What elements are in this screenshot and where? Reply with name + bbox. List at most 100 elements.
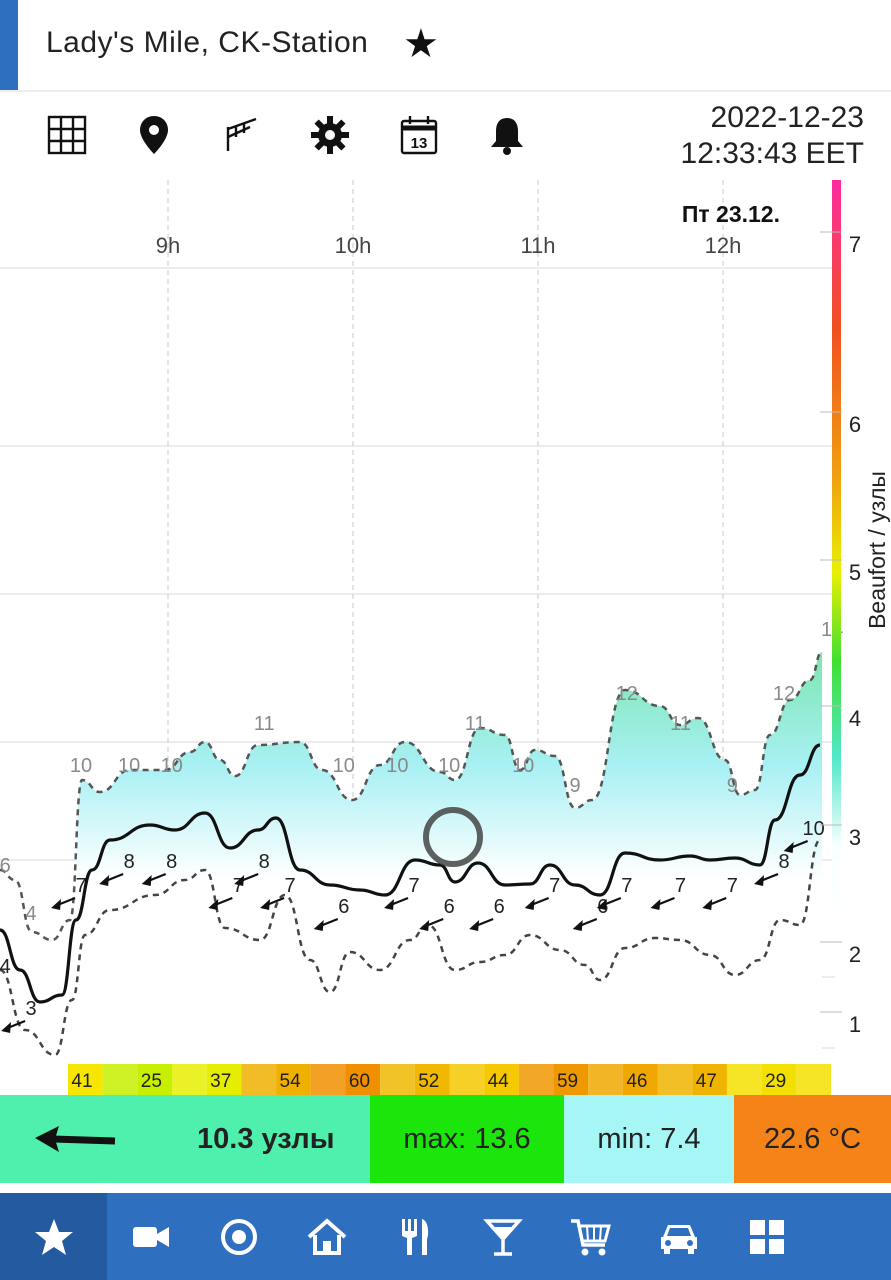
direction-value: 47: [696, 1071, 717, 1092]
direction-value: 25: [141, 1071, 162, 1092]
speed-label: 7: [233, 875, 244, 897]
direction-strip: 41 25 37 54 60 52 44 59 46 47 29: [68, 1064, 831, 1095]
direction-arrow-icon: [469, 917, 494, 931]
map-pin-icon[interactable]: [132, 113, 176, 157]
average-speed-line: [0, 743, 821, 1004]
gust-label: 12: [773, 683, 795, 705]
gust-label: 9: [569, 775, 580, 797]
direction-arrow-icon: [524, 896, 550, 910]
speed-label: 7: [621, 875, 632, 897]
direction-arrow-icon: [260, 896, 285, 910]
status-bar: 10.3 узлы max: 13.6 min: 7.4 22.6 °C: [0, 1095, 891, 1183]
station-title: Lady's Mile, CK-Station: [46, 26, 369, 59]
direction-cell: [380, 1064, 415, 1095]
speed-label: 7: [408, 875, 419, 897]
calendar-icon[interactable]: 13: [397, 113, 441, 157]
datetime: 2022-12-23 12:33:43 EET: [681, 100, 864, 172]
title-bar: Lady's Mile, CK-Station ★: [0, 0, 891, 92]
direction-cell: [484, 1064, 519, 1095]
speed-label: 6: [338, 896, 349, 918]
direction-arrow-icon: [1, 1019, 26, 1033]
wind-sock-icon[interactable]: [220, 113, 264, 157]
beaufort-tick-label: 6: [849, 412, 861, 437]
direction-arrow-icon: [419, 917, 444, 931]
gust-label: 11: [254, 713, 275, 735]
direction-value: 54: [280, 1071, 302, 1092]
gust-label: 10: [386, 755, 408, 777]
direction-cell: [622, 1064, 658, 1095]
direction-arrow-icon: [650, 896, 675, 910]
toolbar: 13: [0, 95, 891, 180]
favorite-star-icon[interactable]: ★: [403, 22, 439, 66]
nav-transport[interactable]: [635, 1193, 723, 1280]
direction-value: 59: [557, 1071, 578, 1092]
direction-cell: [137, 1064, 173, 1095]
hour-labels: 9h 10h 11h 12h: [156, 233, 742, 258]
direction-value: 60: [349, 1071, 370, 1092]
beaufort-tick-label: 1: [849, 1012, 861, 1037]
direction-arrow-icon: [572, 917, 598, 931]
speed-label: 8: [259, 851, 270, 873]
nav-bars[interactable]: [459, 1193, 547, 1280]
beaufort-tick-label: 4: [849, 706, 861, 731]
direction-arrow-icon: [99, 872, 124, 886]
direction-cell: [726, 1064, 762, 1095]
minimum-line: [0, 838, 822, 1057]
nav-more[interactable]: [723, 1193, 811, 1280]
video-camera-icon: [133, 1226, 169, 1247]
speed-label: 6: [494, 896, 505, 918]
nav-accommodation[interactable]: [283, 1193, 371, 1280]
gust-label: 11: [465, 713, 486, 735]
direction-arrow-icon: [51, 896, 76, 910]
home-icon: [307, 1217, 347, 1255]
direction-arrow-icon: [783, 839, 809, 853]
hour-label: 10h: [335, 233, 372, 258]
speed-label: 10: [803, 818, 825, 840]
beaufort-tick-label: 5: [849, 560, 861, 585]
speed-value: 10.3 узлы: [197, 1122, 335, 1155]
grid-icon[interactable]: [45, 113, 89, 157]
wind-chart[interactable]: 641010101110101011109121191214 437887876…: [0, 180, 891, 1095]
max-cell: max: 13.6: [370, 1095, 564, 1183]
direction-cell: [276, 1064, 311, 1095]
gust-line: [0, 650, 823, 942]
speed-label: 7: [549, 875, 560, 897]
direction-cell: [657, 1064, 693, 1095]
direction-cell: [692, 1064, 727, 1095]
direction-arrow-icon: [234, 872, 259, 886]
gust-labels: 641010101110101011109121191214: [0, 619, 843, 925]
direction-value: 44: [488, 1071, 510, 1092]
speed-label: 8: [124, 851, 135, 873]
max-value: max: 13.6: [403, 1122, 531, 1155]
direction-cell: [414, 1064, 450, 1095]
nav-shopping[interactable]: [547, 1193, 635, 1280]
speed-label: 7: [727, 875, 738, 897]
nav-restaurants[interactable]: [371, 1193, 459, 1280]
direction-cell: [241, 1064, 277, 1095]
bell-icon[interactable]: [485, 113, 529, 157]
direction-cell: [588, 1064, 623, 1095]
nav-favorites[interactable]: [0, 1193, 107, 1280]
direction-cell: [206, 1064, 242, 1095]
nav-webcams[interactable]: [107, 1193, 195, 1280]
day-label: Пт 23.12.: [682, 201, 780, 227]
direction-value: 41: [71, 1071, 92, 1092]
date-label: 2022-12-23: [710, 101, 864, 134]
direction-value: 46: [626, 1071, 647, 1092]
hour-label: 12h: [705, 233, 742, 258]
direction-arrow-icon: [754, 872, 779, 886]
gust-label: 10: [512, 755, 534, 777]
gust-label: 10: [118, 755, 140, 777]
beaufort-tick-label: 7: [849, 232, 861, 257]
gust-label: 6: [0, 855, 11, 877]
favorites-star-icon: [34, 1218, 73, 1255]
speed-label: 6: [444, 896, 455, 918]
calendar-day-label: 13: [411, 135, 428, 152]
target-icon: [221, 1218, 257, 1255]
nav-spots[interactable]: [195, 1193, 283, 1280]
settings-gear-icon[interactable]: [308, 113, 352, 157]
gust-label: 10: [333, 755, 355, 777]
direction-value: 52: [418, 1071, 439, 1092]
speed-label: 7: [675, 875, 686, 897]
gust-label: 12: [616, 683, 638, 705]
